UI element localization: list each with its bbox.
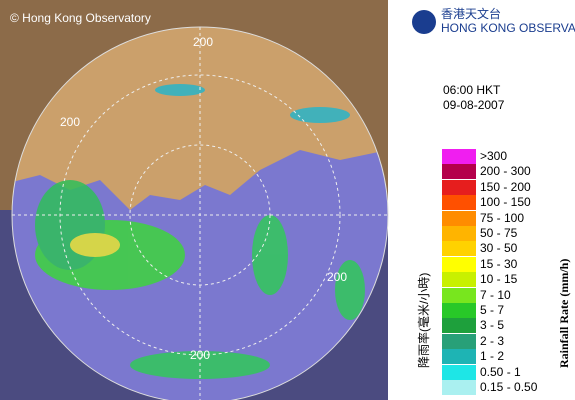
legend-label: 1 - 2 (480, 349, 505, 364)
legend-label: 0.50 - 1 (480, 364, 521, 379)
legend-swatch (442, 380, 476, 395)
legend-swatch (442, 149, 476, 164)
legend-swatch (442, 303, 476, 318)
ring-label: 200 (327, 270, 347, 284)
legend-swatch (442, 333, 476, 349)
legend-swatch (442, 318, 476, 334)
legend-title-chinese: 降雨率(毫米/小時) (416, 273, 431, 368)
legend-label: 150 - 200 (480, 179, 531, 194)
legend-swatch (442, 164, 476, 180)
legend-swatch (442, 364, 476, 380)
legend-label: 3 - 5 (480, 318, 505, 333)
legend-label: 15 - 30 (480, 256, 518, 271)
ring-label: 200 (60, 115, 80, 129)
radar-disc (12, 27, 388, 400)
legend-swatch (442, 195, 476, 211)
logo-chinese: 香港天文台 (441, 6, 501, 21)
legend-label: >300 (480, 149, 508, 163)
legend-label: 2 - 3 (480, 333, 505, 348)
ring-label: 200 (193, 35, 213, 49)
legend-label: 50 - 75 (480, 226, 518, 240)
logo-mark (412, 10, 436, 34)
ring-label: 200 (190, 348, 210, 362)
range-rings (12, 27, 388, 400)
legend-label: 5 - 7 (480, 303, 505, 317)
legend-swatch (442, 226, 476, 241)
legend-swatch (442, 241, 476, 257)
legend-label: 75 - 100 (480, 210, 525, 225)
legend-swatch (442, 256, 476, 272)
legend-swatch (442, 210, 476, 226)
legend-label: 200 - 300 (480, 164, 531, 179)
copyright: © Hong Kong Observatory (10, 11, 151, 25)
legend-swatch (442, 179, 476, 195)
logo-english: HONG KONG OBSERVATORY (441, 21, 575, 35)
rain-echoes (35, 84, 365, 379)
legend-label: 7 - 10 (480, 287, 511, 302)
legend-title-english: Rainfall Rate (mm/h) (557, 259, 571, 368)
radar-edge (11, 26, 389, 400)
legend-label: 30 - 50 (480, 241, 518, 256)
legend-label: 100 - 150 (480, 195, 531, 210)
legend-label: 0.15 - 0.50 (480, 380, 538, 394)
legend-swatch (442, 272, 476, 288)
legend-swatch (442, 287, 476, 303)
time: 06:00 HKT (443, 83, 501, 97)
legend-label: 10 - 15 (480, 272, 518, 287)
date: 09-08-2007 (443, 98, 505, 112)
legend-swatch (442, 349, 476, 365)
